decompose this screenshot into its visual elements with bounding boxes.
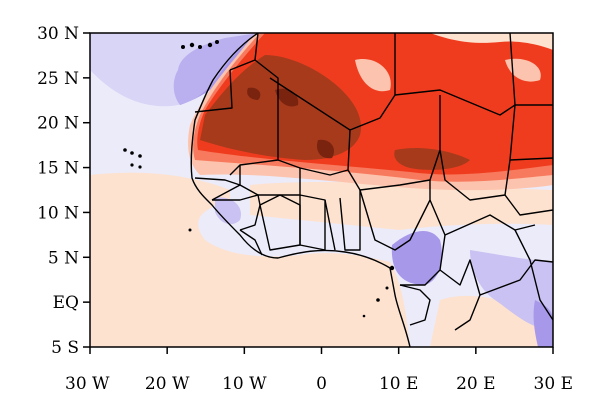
islands <box>123 40 395 318</box>
border-burkina <box>277 159 349 176</box>
y-tick-label: 10 N <box>37 203 79 223</box>
border-sudan <box>509 157 553 161</box>
field-weak-positive-band <box>250 182 553 230</box>
border-drc <box>479 259 553 296</box>
border-senegal <box>194 177 241 201</box>
border-mauritania-north <box>194 69 233 113</box>
map-plot-area <box>90 33 553 347</box>
island-bijagos <box>188 228 192 232</box>
field-strong-positive-dark-2 <box>316 139 335 159</box>
island-canary-2 <box>189 42 195 48</box>
border-algeria-mali <box>269 77 396 131</box>
country-borders <box>190 33 553 347</box>
island-bioko <box>389 265 395 271</box>
field-light-negative-guinea <box>215 197 241 225</box>
island-principe <box>385 286 389 290</box>
island-annobon <box>362 314 366 318</box>
island-cape-verde-4 <box>130 163 134 167</box>
island-sao-tome <box>376 298 380 302</box>
y-tick-label: 20 N <box>37 114 79 134</box>
border-congo <box>439 259 481 331</box>
x-tick-label: 30 W <box>65 374 110 394</box>
x-axis: 30 W 20 W 10 W 0 10 E 20 E 30 E <box>65 347 573 394</box>
border-mali-south <box>239 165 301 196</box>
x-tick-label: 10 W <box>222 374 267 394</box>
border-libya-south <box>394 89 516 116</box>
x-tick-label: 20 W <box>145 374 190 394</box>
x-tick-label: 0 <box>316 374 327 394</box>
island-canary-1 <box>181 45 185 49</box>
y-tick-label: 15 N <box>37 159 79 179</box>
border-gabon <box>399 284 431 326</box>
field-weak-positive-south <box>90 172 410 347</box>
border-nigeria <box>359 180 431 251</box>
island-cape-verde-1 <box>123 148 127 152</box>
field-strong-positive-dark-3 <box>247 87 261 100</box>
border-guinea <box>212 194 261 231</box>
field-light-positive-patch-1 <box>430 33 553 50</box>
island-cape-verde-3 <box>138 154 142 158</box>
island-canary-5 <box>215 40 219 44</box>
y-tick-label: 5 N <box>48 248 79 268</box>
x-tick-label: 30 E <box>534 374 573 394</box>
island-canary-4 <box>207 42 213 48</box>
y-tick-label: 25 N <box>37 69 79 89</box>
border-car <box>444 214 536 236</box>
field-strong-positive-east <box>394 148 470 170</box>
field-light-positive-patch-2 <box>355 59 391 92</box>
island-cape-verde-5 <box>138 165 142 169</box>
border-chad <box>439 104 516 201</box>
x-tick-label: 20 E <box>456 374 495 394</box>
coastline-west-africa <box>190 33 411 347</box>
border-liberia <box>239 229 263 256</box>
field-light-negative-northwest <box>90 33 258 107</box>
border-ivory-coast <box>259 194 301 251</box>
island-canary-3 <box>198 45 202 49</box>
field-light-positive-patch-3 <box>505 58 541 82</box>
border-south-sudan <box>504 194 553 216</box>
y-tick-label: 5 S <box>51 338 79 358</box>
y-tick-label: 30 N <box>37 24 79 44</box>
y-axis: 30 N 25 N 20 N 15 N 10 N 5 N EQ 5 S <box>37 24 90 358</box>
border-togo-benin <box>324 190 361 251</box>
field-strong-positive-core <box>200 55 361 160</box>
island-cape-verde-2 <box>130 151 134 155</box>
border-east-africa <box>514 229 553 321</box>
x-tick-label: 10 E <box>379 374 418 394</box>
y-tick-label: EQ <box>53 293 79 313</box>
